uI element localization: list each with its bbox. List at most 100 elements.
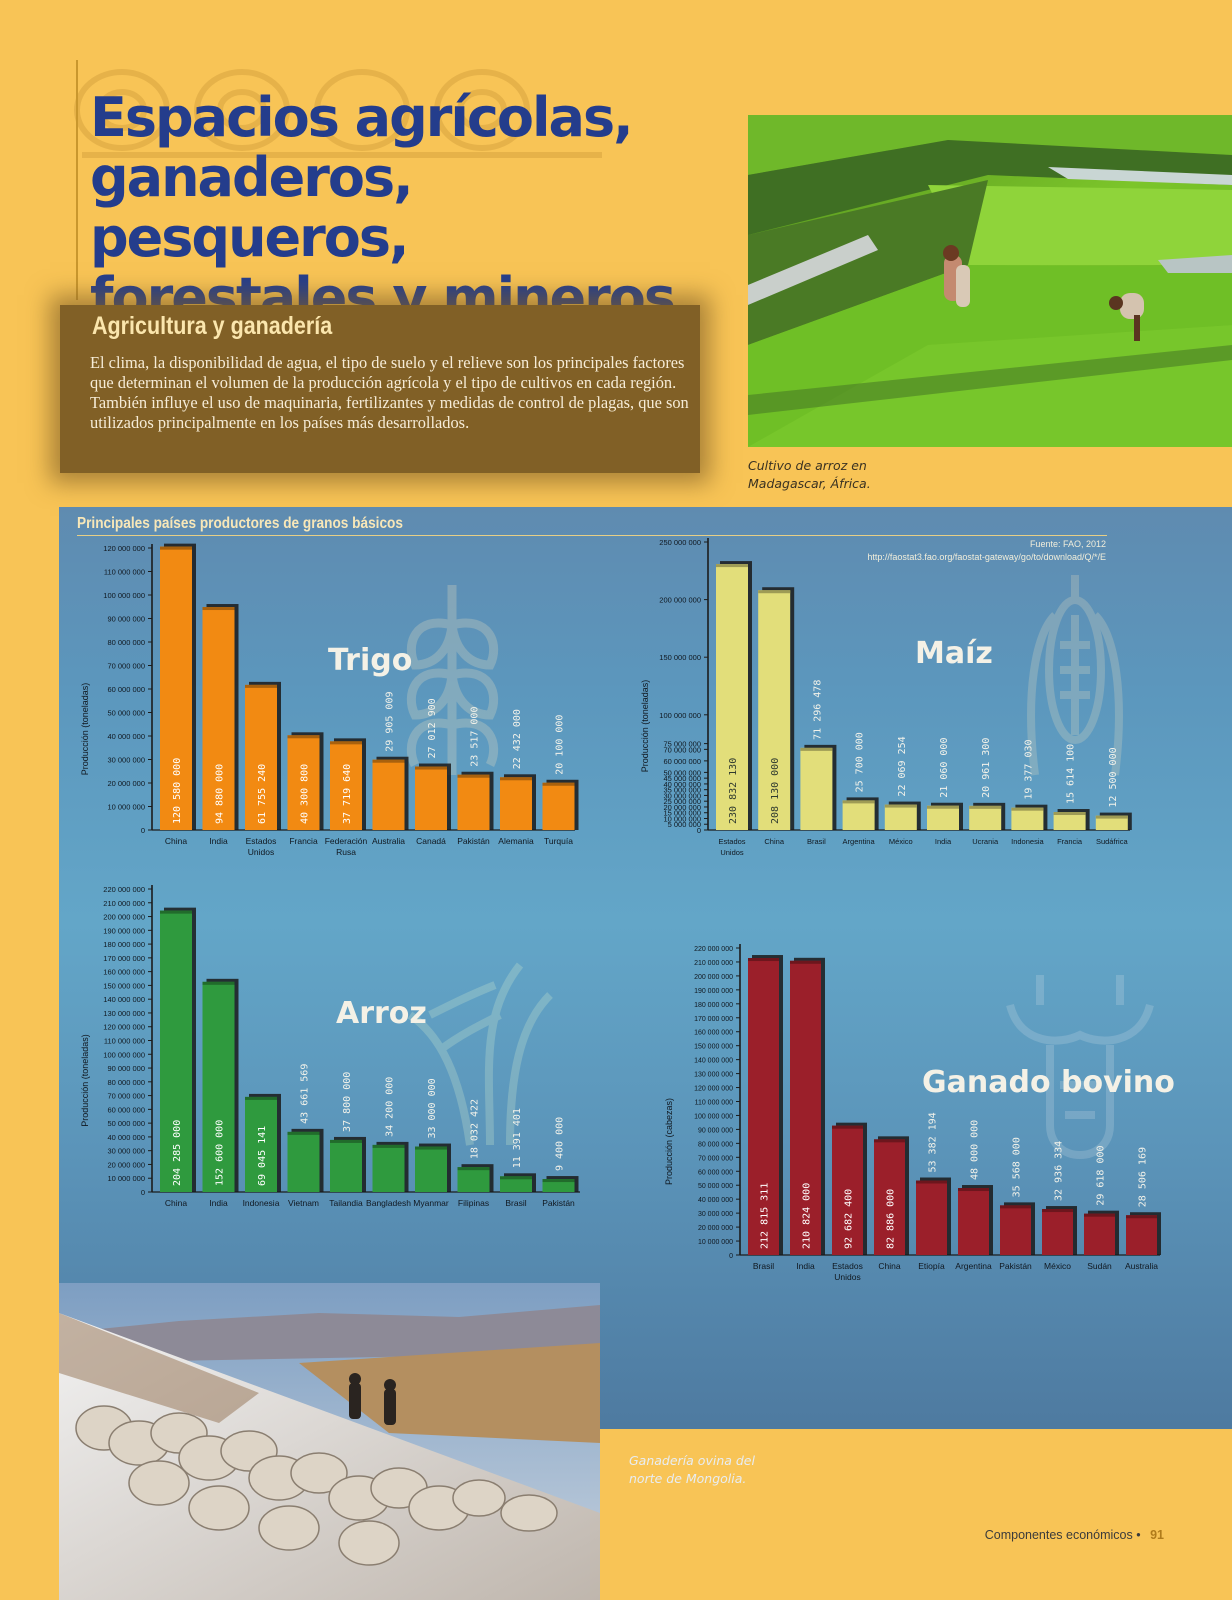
bar-value-label: 92 682 400: [844, 1189, 855, 1249]
bar: [415, 766, 447, 830]
bar: [415, 1146, 447, 1192]
bar-value-label: 61 755 240: [257, 764, 268, 824]
bar: [287, 735, 320, 830]
bar: [202, 981, 235, 1192]
bar-value-label: 82 886 000: [886, 1189, 897, 1249]
y-tick-label: 50 000 000: [698, 1183, 733, 1190]
bar-value-label: 12 500 000: [1108, 747, 1119, 807]
y-tick-label: 70 000 000: [663, 745, 701, 754]
bar: [874, 1139, 905, 1255]
category-label: Sudáfrica: [1096, 837, 1129, 846]
y-tick-label: 110 000 000: [104, 1037, 145, 1046]
category-label: China: [165, 836, 187, 846]
category-label: Francia: [1057, 837, 1083, 846]
sheep-herd-photo: [59, 1283, 600, 1600]
bar: [842, 800, 875, 830]
bar: [330, 741, 362, 830]
chart-title: Trigo: [328, 643, 412, 678]
bar: [916, 1180, 947, 1255]
bar: [245, 1096, 277, 1192]
chart-title: Arroz: [336, 996, 427, 1031]
y-tick-label: 35 000 000: [663, 786, 701, 795]
y-tick-label: 110 000 000: [695, 1100, 734, 1107]
y-tick-label: 100 000 000: [103, 1050, 145, 1059]
y-tick-label: 200 000 000: [659, 596, 701, 605]
y-tick-label: 10 000 000: [698, 1239, 733, 1246]
bar-value-label: 37 800 000: [342, 1072, 353, 1132]
bar-top-edge: [790, 960, 821, 964]
bar-top-edge: [1042, 1209, 1073, 1213]
footer-bullet: •: [1136, 1528, 1141, 1542]
bar: [202, 607, 235, 830]
category-label: Alemania: [498, 836, 534, 846]
category-label: Estados: [718, 837, 745, 846]
category-label: Unidos: [720, 848, 744, 857]
category-label: Australia: [372, 836, 405, 846]
y-tick-label: 0: [697, 826, 701, 835]
bar-value-label: 43 661 569: [300, 1064, 311, 1124]
source-line: http://faostat3.fao.org/faostat-gateway/…: [867, 552, 1106, 562]
bar: [1095, 815, 1128, 830]
bar-top-edge: [160, 910, 192, 914]
bar-value-label: 20 100 000: [555, 715, 566, 775]
y-tick-label: 20 000 000: [107, 1160, 145, 1169]
ornament-decoration: [74, 69, 602, 158]
bar-value-label: 28 506 169: [1138, 1147, 1149, 1207]
caption-line: Madagascar, África.: [748, 476, 871, 491]
category-label: Unidos: [248, 847, 274, 857]
bar-top-edge: [245, 684, 277, 688]
y-tick-label: 20 000 000: [698, 1225, 733, 1232]
bar-top-edge: [457, 774, 490, 778]
category-label: China: [764, 837, 784, 846]
y-tick-label: 20 000 000: [663, 803, 701, 812]
y-tick-label: 150 000 000: [694, 1044, 733, 1051]
bar-top-edge: [884, 804, 917, 808]
y-tick-label: 0: [141, 1188, 145, 1197]
bar-top-edge: [916, 1180, 947, 1184]
bar-value-label: 33 000 000: [427, 1078, 438, 1138]
y-tick-label: 60 000 000: [107, 1105, 145, 1114]
bar: [884, 804, 917, 830]
title-rule: [76, 60, 78, 300]
bar-top-edge: [330, 1139, 362, 1143]
panel-title-rule: [77, 535, 1107, 536]
bar: [748, 958, 779, 1255]
bar-top-edge: [542, 782, 575, 786]
y-tick-label: 160 000 000: [694, 1030, 733, 1037]
bar-value-label: 20 961 300: [981, 738, 992, 798]
category-label: Ucrania: [972, 837, 999, 846]
cattle-emblem-watermark: [1006, 975, 1154, 1159]
bar-top-edge: [372, 1144, 405, 1148]
y-tick-label: 100 000 000: [103, 591, 145, 600]
category-label: Indonesia: [243, 1198, 280, 1208]
y-tick-label: 150 000 000: [103, 981, 145, 990]
page-title: Espacios agrícolas, ganaderos, pesqueros…: [90, 88, 730, 328]
bar-top-edge: [927, 805, 959, 809]
y-tick-label: 180 000 000: [694, 1002, 733, 1009]
y-tick-label: 120 000 000: [103, 1023, 145, 1032]
bar-top-edge: [1095, 815, 1128, 819]
trigo-chart: 0 10 000 000 20 000 000 30 000 000 40 000 00…: [80, 543, 579, 857]
intro-paragraph: El clima, la disponibilidad de agua, el …: [90, 353, 689, 432]
y-tick-label: 0: [141, 826, 145, 835]
bar-value-label: 11 391 401: [512, 1108, 523, 1168]
bar-value-label: 25 700 000: [855, 732, 866, 792]
y-tick-label: 10 000 000: [663, 814, 701, 823]
caption-line: Ganadería ovina del: [629, 1453, 755, 1468]
y-tick-label: 40 000 000: [663, 780, 701, 789]
bar-top-edge: [500, 777, 532, 781]
y-tick-label: 5 000 000: [668, 820, 701, 829]
category-label: India: [209, 836, 228, 846]
bar-top-edge: [245, 1096, 277, 1100]
y-tick-label: 70 000 000: [107, 1092, 145, 1101]
y-tick-label: 160 000 000: [103, 968, 145, 977]
bar: [1053, 812, 1086, 830]
y-tick-label: 50 000 000: [663, 768, 701, 777]
ganado-bovino-chart: 0 10 000 000 20 000 000 30 000 000 40 000 00…: [664, 944, 1175, 1282]
y-tick-label: 90 000 000: [107, 615, 145, 624]
bar: [160, 546, 192, 830]
bar: [457, 1167, 490, 1192]
footer-section-name: Componentes económicos: [984, 1528, 1133, 1542]
bar-top-edge: [1011, 807, 1044, 811]
